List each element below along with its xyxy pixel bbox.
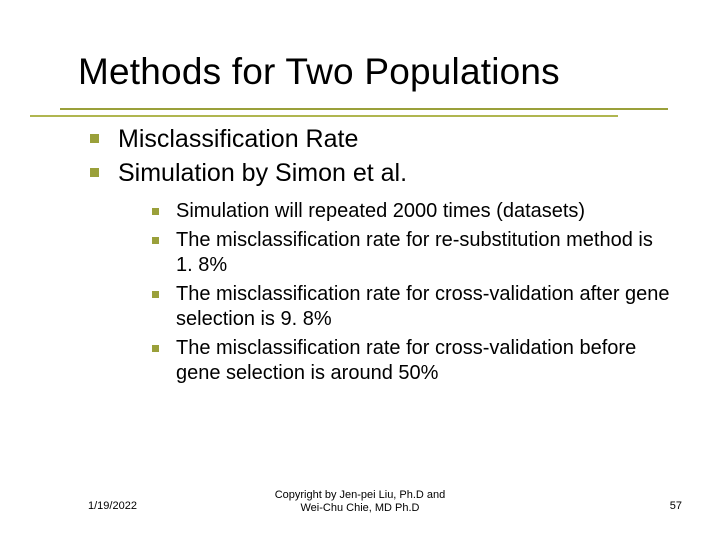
bullet-lvl1-text: Simulation by Simon et al. — [118, 159, 407, 187]
bullet-lvl2-text: The misclassification rate for cross-val… — [176, 337, 636, 384]
bullet-lvl2: The misclassification rate for cross-val… — [152, 336, 670, 386]
slide-body: Misclassification Rate Simulation by Sim… — [0, 93, 720, 386]
underline-short — [30, 115, 618, 117]
bullet-lvl2: Simulation will repeated 2000 times (dat… — [152, 199, 670, 224]
footer-copyright: Copyright by Jen-pei Liu, Ph.D and Wei-C… — [0, 489, 720, 517]
bullet-lvl2-text: The misclassification rate for cross-val… — [176, 283, 670, 330]
footer-copyright-line1: Copyright by Jen-pei Liu, Ph.D and — [275, 489, 446, 501]
title-region: Methods for Two Populations — [0, 0, 720, 93]
bullet-lvl1: Misclassification Rate — [90, 123, 670, 155]
bullet-lvl1: Simulation by Simon et al. Simulation wi… — [90, 157, 670, 386]
bullets-level2: Simulation will repeated 2000 times (dat… — [152, 199, 670, 386]
footer-page-number: 57 — [670, 500, 682, 512]
bullet-lvl2: The misclassification rate for cross-val… — [152, 282, 670, 332]
bullet-lvl1-text: Misclassification Rate — [118, 125, 358, 153]
slide-title: Methods for Two Populations — [78, 52, 680, 93]
bullet-lvl2-text: Simulation will repeated 2000 times (dat… — [176, 200, 585, 222]
bullets-level1: Misclassification Rate Simulation by Sim… — [90, 123, 670, 386]
underline-long — [60, 108, 668, 110]
bullet-lvl2: The misclassification rate for re-substi… — [152, 228, 670, 278]
footer-copyright-line2: Wei-Chu Chie, MD Ph.D — [301, 502, 420, 514]
slide: Methods for Two Populations Misclassific… — [0, 0, 720, 540]
bullet-lvl2-text: The misclassification rate for re-substi… — [176, 229, 653, 276]
